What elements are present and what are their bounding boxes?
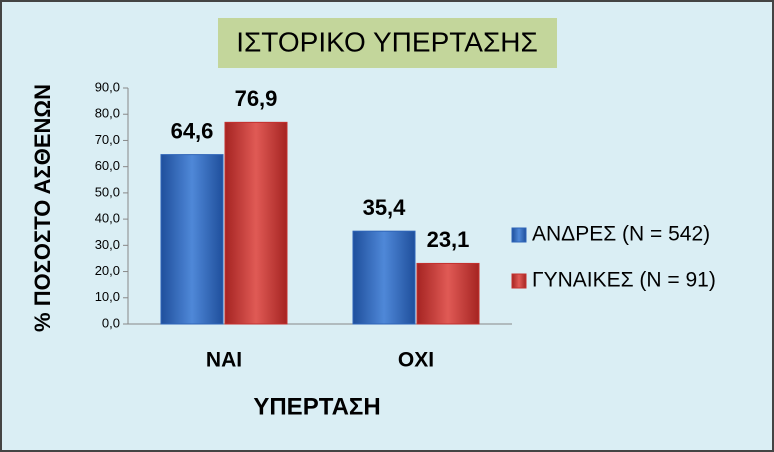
x-tick-label: ΝΑΙ (206, 349, 242, 372)
legend-swatch (511, 273, 527, 289)
value-label: 23,1 (427, 227, 470, 252)
y-tick-label: 30,0 (95, 237, 120, 252)
y-axis-label: % ΠΟΣΟΣΤΟ ΑΣΘΕΝΩΝ (30, 84, 55, 332)
legend-swatch (511, 227, 527, 243)
legend-label: ΓΥΝΑΙΚΕΣ (N = 91) (532, 269, 716, 292)
y-tick-label: 60,0 (95, 158, 120, 173)
y-tick-label: 50,0 (95, 184, 120, 199)
bar (416, 262, 480, 325)
legend-label: ΑΝΔΡΕΣ (N = 542) (532, 223, 710, 246)
y-tick-label: 80,0 (95, 106, 120, 121)
value-label: 64,6 (171, 118, 214, 143)
y-tick-label: 10,0 (95, 289, 120, 304)
title-box (218, 18, 557, 68)
x-axis-label: ΥΠΕΡΤΑΣΗ (253, 393, 380, 420)
chart-title: ΙΣΤΟΡΙΚΟ ΥΠΕΡΤΑΣΗΣ (236, 26, 538, 57)
y-tick-label: 0,0 (102, 315, 120, 330)
bar (352, 230, 416, 325)
y-tick-label: 90,0 (95, 79, 120, 94)
bar (160, 154, 224, 325)
value-label: 76,9 (235, 86, 278, 111)
value-label: 35,4 (363, 195, 407, 220)
bar (224, 121, 288, 325)
y-tick-label: 20,0 (95, 263, 120, 278)
y-tick-label: 70,0 (95, 132, 120, 147)
y-tick-label: 40,0 (95, 211, 120, 226)
x-tick-label: ΟΧΙ (398, 349, 434, 372)
